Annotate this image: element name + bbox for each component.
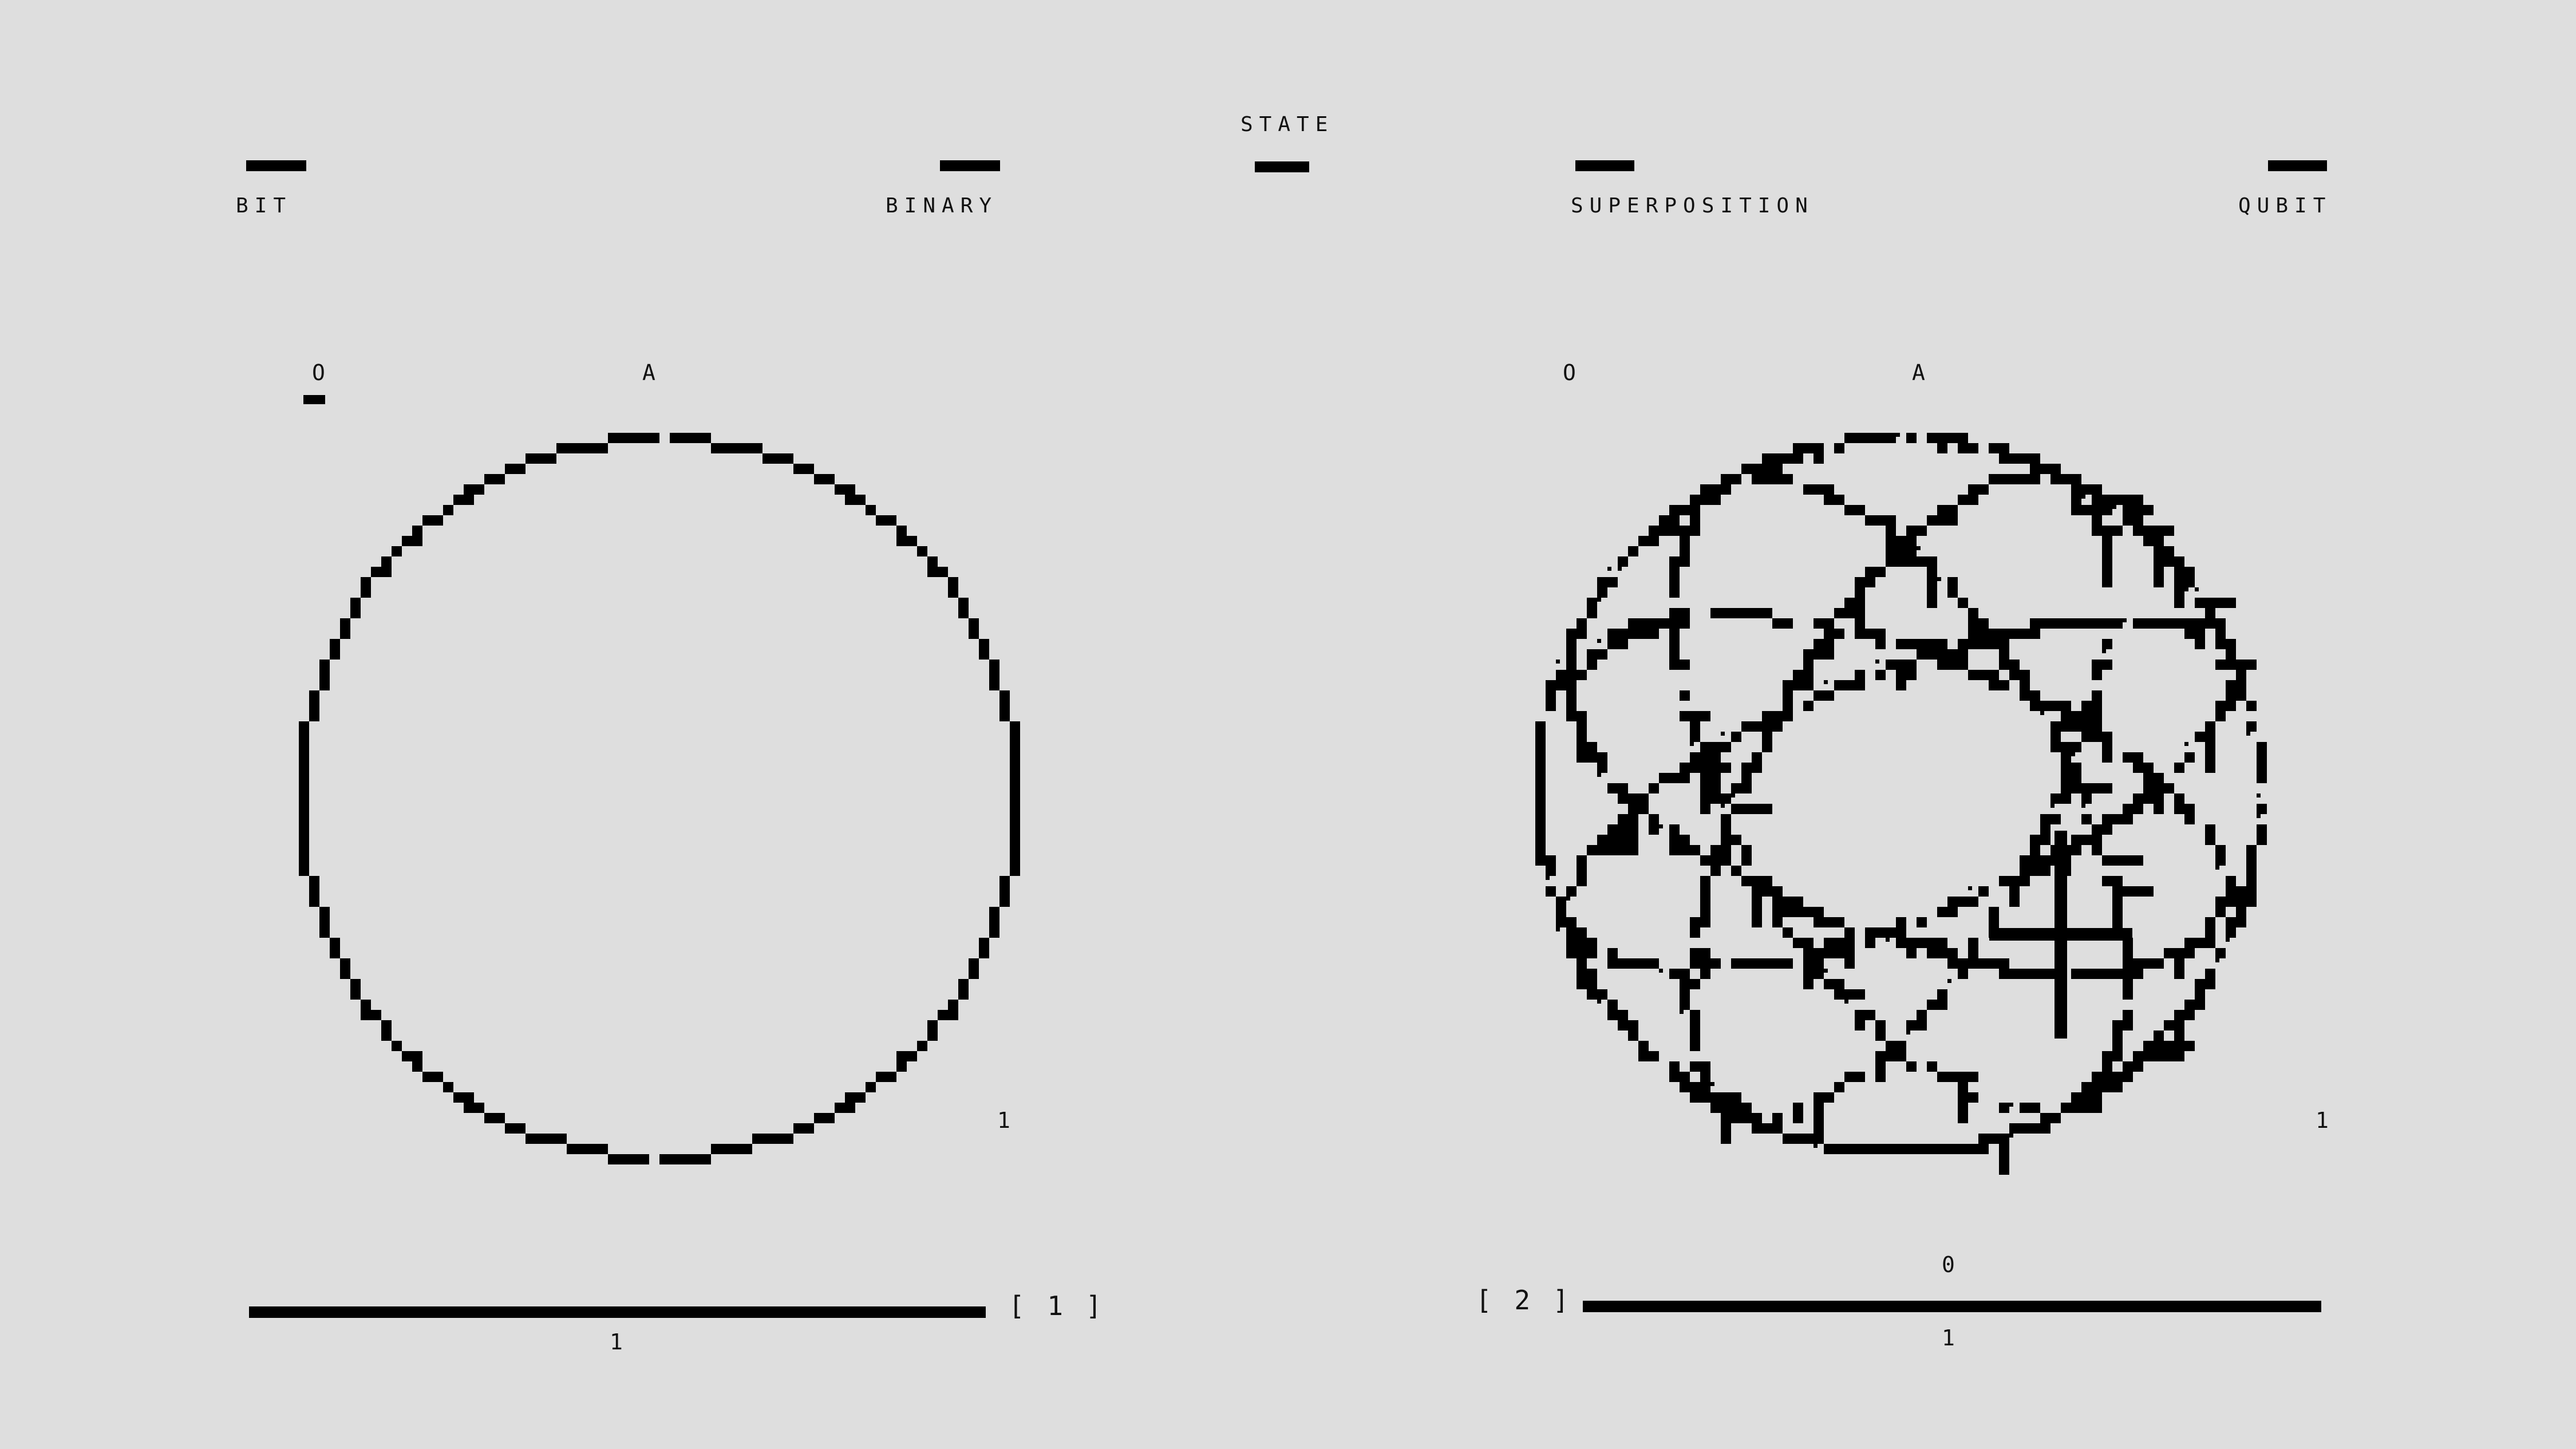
header-label: QUBIT	[2238, 194, 2332, 218]
qubit-bar	[1583, 1301, 2321, 1312]
header-dash-icon	[2268, 160, 2327, 171]
header-label: BINARY	[886, 194, 998, 218]
header-label: STATE	[1240, 113, 1334, 136]
qubit-bar-under-label: 1	[1942, 1325, 1955, 1351]
bit-bar-bracket-label: [ 1 ]	[1009, 1290, 1105, 1321]
qubit-bar-over-label: 0	[1942, 1252, 1955, 1277]
header-label: BIT	[236, 194, 293, 218]
bit-bar-under-label: 1	[610, 1329, 623, 1355]
bloch-sphere	[1535, 433, 2267, 1175]
classical-state-circle	[299, 433, 1020, 1164]
axis-origin-label-right: O	[1563, 360, 1576, 385]
axis-tick-label-right: 1	[2316, 1108, 2329, 1133]
axis-tick-label-left: 1	[997, 1108, 1010, 1133]
qubit-bar-bracket-label: [ 2 ]	[1476, 1285, 1573, 1316]
axis-origin-label-left: O	[312, 360, 325, 385]
axis-amplitude-label-left: A	[642, 360, 655, 385]
header-label: SUPERPOSITION	[1571, 194, 1814, 218]
bit-bar	[249, 1306, 986, 1318]
header-dash-icon	[1255, 161, 1309, 172]
header-dash-icon	[940, 160, 1000, 171]
header-dash-icon	[1575, 160, 1634, 171]
axis-amplitude-label-right: A	[1912, 360, 1925, 385]
header-dash-icon	[246, 160, 306, 171]
origin-dash-icon-left	[303, 395, 325, 404]
